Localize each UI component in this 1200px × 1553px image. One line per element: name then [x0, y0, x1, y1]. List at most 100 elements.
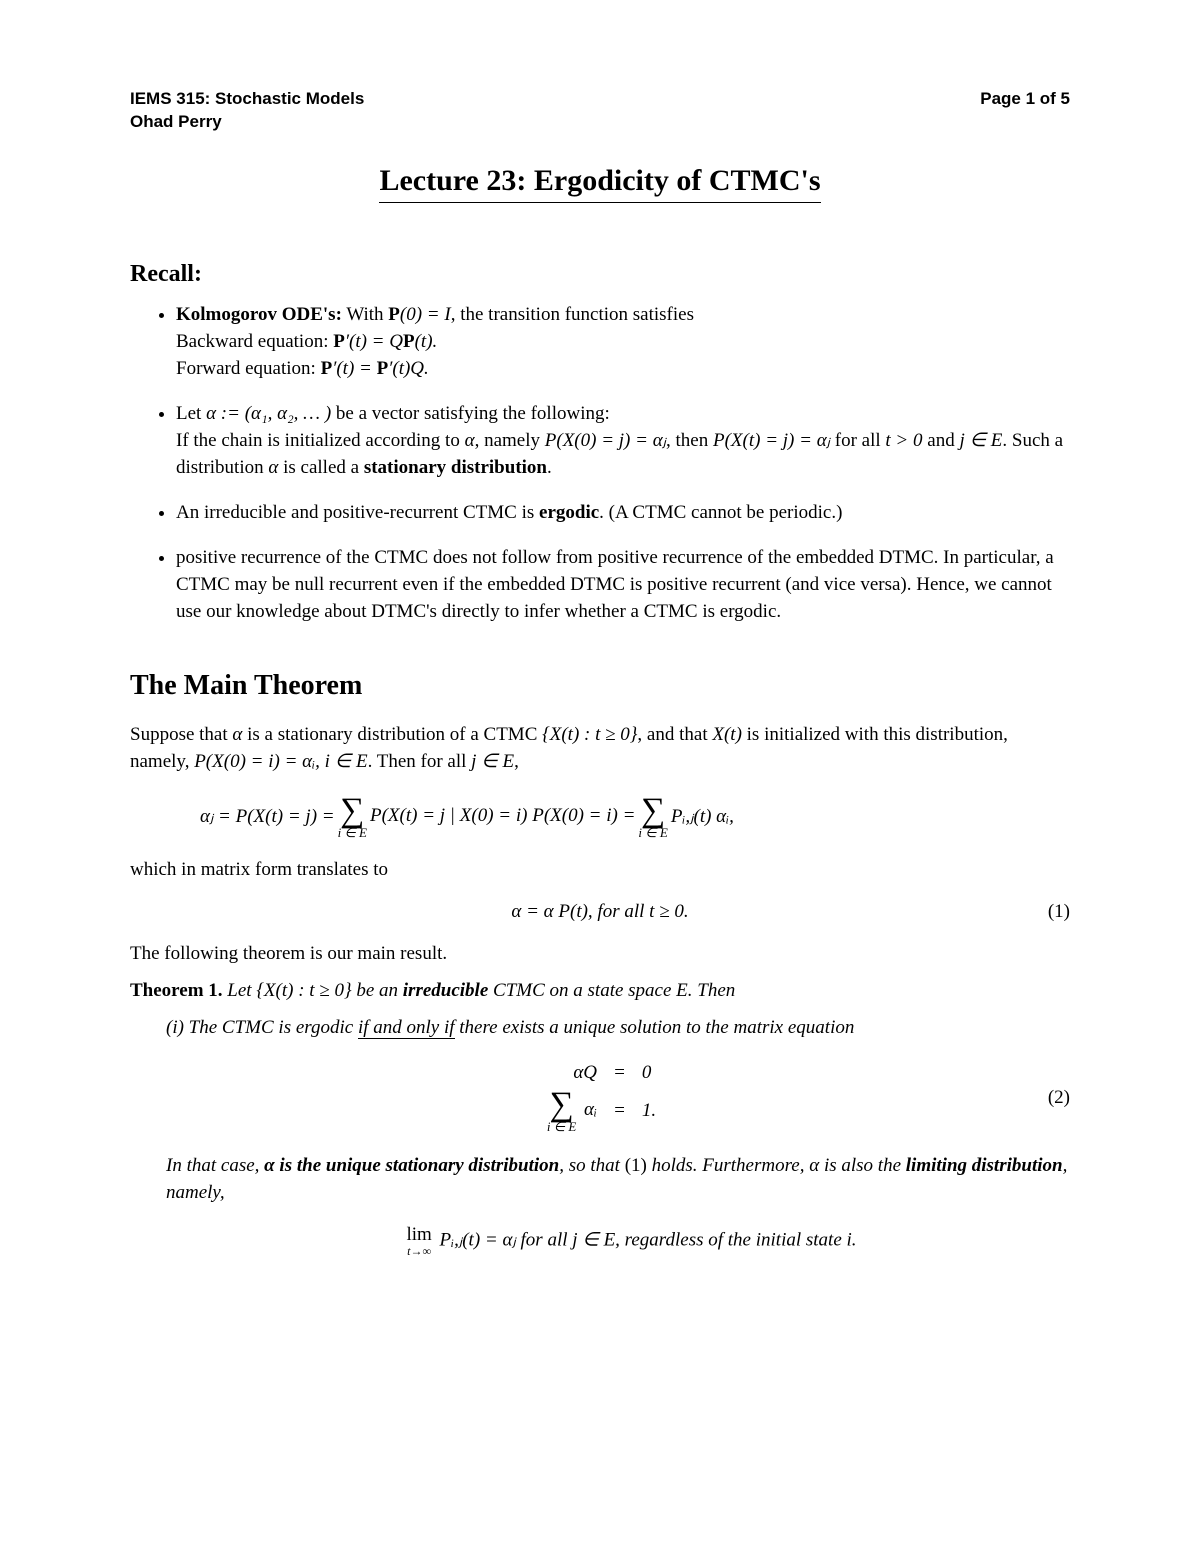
page: IEMS 315: Stochastic Models Ohad Perry P…	[0, 0, 1200, 1553]
bullet-kolmogorov: Kolmogorov ODE's: With P(0) = I, the tra…	[176, 302, 1070, 383]
recall-list: Kolmogorov ODE's: With P(0) = I, the tra…	[130, 302, 1070, 626]
text: With	[342, 304, 388, 325]
text: . (A CTMC cannot be periodic.)	[599, 502, 842, 523]
text: , so that	[559, 1155, 624, 1176]
alpha: α	[465, 430, 475, 451]
eq1-number: (1)	[1048, 901, 1070, 923]
text: . Then for all	[368, 751, 472, 772]
iff-underline: if and only if	[358, 1017, 455, 1039]
kolmogorov-label: Kolmogorov ODE's:	[176, 304, 342, 325]
text: CTMC on a state space E. Then	[488, 980, 735, 1001]
eq2-rhs1: 0	[642, 1062, 652, 1083]
page-header: IEMS 315: Stochastic Models Ohad Perry P…	[130, 88, 1070, 134]
following-theorem-text: The following theorem is our main result…	[130, 941, 1070, 968]
stationary-term: stationary distribution	[364, 457, 547, 478]
lim-top: lim	[406, 1225, 431, 1244]
equation-sum-expansion: αⱼ = P(X(t) = j) = ∑ i ∈ E P(X(t) = j | …	[200, 794, 1070, 839]
text: An irreducible and positive-recurrent CT…	[176, 502, 539, 523]
bullet-ergodic: An irreducible and positive-recurrent CT…	[176, 500, 1070, 527]
forward-label: Forward equation:	[176, 358, 321, 379]
eq: P(X(t) = j) = αⱼ	[713, 430, 830, 451]
lim-body: Pᵢ,ⱼ(t) = αⱼ	[435, 1230, 516, 1251]
eq-sign: =	[613, 1062, 626, 1083]
text: If the chain is initialized according to	[176, 430, 465, 451]
lim-sub: t→∞	[407, 1245, 431, 1257]
alpha: α	[264, 1155, 275, 1176]
item-i-rest: there exists a unique solution to the ma…	[455, 1017, 855, 1038]
eq2-lhs1: αQ	[573, 1062, 597, 1083]
text: , namely	[475, 430, 545, 451]
eq1-body: α = α P(t), for all t ≥ 0.	[511, 901, 688, 922]
sum-sub: i ∈ E	[547, 1120, 576, 1133]
j-cond: j ∈ E	[959, 430, 1002, 451]
sum-symbol: ∑ i ∈ E	[547, 1088, 576, 1133]
title-wrap: Lecture 23: Ergodicity of CTMC's	[130, 154, 1070, 233]
period: .	[547, 457, 552, 478]
backward-label: Backward equation:	[176, 331, 333, 352]
ref-eq1: (1)	[625, 1155, 647, 1176]
equation-2-array: αQ = 0 ∑ i ∈ E αᵢ = 1.	[536, 1060, 664, 1135]
jE: j ∈ E	[471, 751, 514, 772]
matrix-form-text: which in matrix form translates to	[130, 857, 1070, 884]
text: , and that	[637, 724, 712, 745]
bullet-pos-recurrence: positive recurrence of the CTMC does not…	[176, 545, 1070, 626]
alpha: α	[809, 1155, 819, 1176]
comma: ,	[514, 751, 519, 772]
ergodic-term: ergodic	[539, 502, 599, 523]
eq: P(X(0) = j) = αⱼ	[545, 430, 666, 451]
irreducible-term: irreducible	[403, 980, 489, 1001]
sum-symbol: ∑ i ∈ E	[638, 794, 667, 839]
eq-rhs: Pᵢ,ⱼ(t) αᵢ,	[671, 805, 734, 828]
page-number: Page 1 of 5	[980, 88, 1070, 134]
item-i-lead: (i) The CTMC is ergodic	[166, 1017, 358, 1038]
main-theorem-heading: The Main Theorem	[130, 670, 1070, 702]
eq-mid: P(X(t) = j | X(0) = i) P(X(0) = i) =	[370, 805, 635, 827]
eq-sign: =	[613, 1100, 626, 1121]
text: for all	[830, 430, 885, 451]
text: Suppose that	[130, 724, 232, 745]
equation-2: αQ = 0 ∑ i ∈ E αᵢ = 1. (2)	[130, 1060, 1070, 1135]
text: is a stationary distribution of a CTMC	[242, 724, 542, 745]
text: , the transition function satisfies	[451, 304, 694, 325]
bullet-alpha-def: Let α := (α₁, α₂, … ) be a vector satisf…	[176, 401, 1070, 482]
t-cond: t > 0	[885, 430, 922, 451]
text: be a vector satisfying the following:	[331, 403, 610, 424]
sum-sub: i ∈ E	[638, 826, 667, 839]
text: be an	[352, 980, 403, 1001]
sum-sub: i ∈ E	[338, 826, 367, 839]
eq2-rhs2: 1.	[642, 1100, 656, 1121]
text: is also the	[819, 1155, 906, 1176]
eq2-number: (2)	[1048, 1087, 1070, 1109]
alpha: α	[268, 457, 278, 478]
theorem-intro-para: Suppose that α is a stationary distribut…	[130, 722, 1070, 776]
lim-tail: for all j ∈ E, regardless of the initial…	[516, 1230, 857, 1251]
theorem-item-i: (i) The CTMC is ergodic if and only if t…	[166, 1015, 1070, 1042]
theorem-1-statement: Theorem 1. Let {X(t) : t ≥ 0} be an irre…	[130, 978, 1070, 1005]
init-eq: P(X(0) = i) = αᵢ, i ∈ E	[194, 751, 367, 772]
limit-equation: lim t→∞ Pᵢ,ⱼ(t) = αⱼ for all j ∈ E, rega…	[190, 1225, 1070, 1257]
ctmc-set: {X(t) : t ≥ 0}	[542, 724, 637, 745]
alpha: α	[232, 724, 242, 745]
text: Let	[176, 403, 206, 424]
theorem-post-para: In that case, α is the unique stationary…	[166, 1153, 1070, 1207]
text: is called a	[278, 457, 363, 478]
limiting-term: limiting distribution	[906, 1155, 1063, 1176]
text: holds. Furthermore,	[647, 1155, 809, 1176]
recall-heading: Recall:	[130, 261, 1070, 288]
text: Let	[223, 980, 257, 1001]
text: , then	[666, 430, 713, 451]
lim-symbol: lim t→∞	[406, 1225, 431, 1257]
Xt: X(t)	[712, 724, 742, 745]
alpha-vector: α := (α₁, α₂, … )	[206, 403, 331, 424]
course-code: IEMS 315: Stochastic Models	[130, 88, 364, 111]
author-name: Ohad Perry	[130, 111, 364, 134]
equation-1: α = α P(t), for all t ≥ 0. (1)	[130, 901, 1070, 923]
eq-lhs: αⱼ = P(X(t) = j) =	[200, 805, 335, 828]
sum-symbol: ∑ i ∈ E	[338, 794, 367, 839]
lecture-title: Lecture 23: Ergodicity of CTMC's	[379, 164, 820, 203]
text: and	[923, 430, 960, 451]
theorem-label: Theorem 1.	[130, 980, 223, 1001]
header-left: IEMS 315: Stochastic Models Ohad Perry	[130, 88, 364, 134]
ctmc-set: {X(t) : t ≥ 0}	[256, 980, 351, 1001]
eq2-sum-body: αᵢ	[579, 1099, 597, 1120]
